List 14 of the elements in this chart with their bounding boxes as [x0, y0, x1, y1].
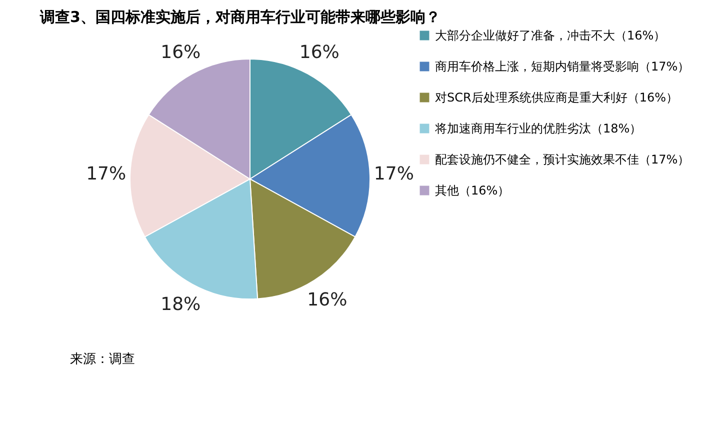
data-label: 16%	[307, 290, 348, 311]
legend-label: 大部分企业做好了准备，冲击不大（16%）	[435, 28, 666, 42]
legend-label: 其他（16%）	[435, 184, 510, 198]
source-note: 来源：调查	[70, 352, 135, 367]
chart-title: 调查3、国四标准实施后，对商用车行业可能带来哪些影响？	[39, 8, 440, 26]
legend-label: 配套设施仍不健全，预计实施效果不佳（17%）	[435, 152, 690, 166]
legend-label: 对SCR后处理系统供应商是重大利好（16%）	[435, 90, 678, 104]
data-label: 17%	[374, 163, 414, 184]
legend-label: 商用车价格上涨，短期内销量将受影响（17%）	[435, 60, 690, 74]
data-label: 16%	[299, 42, 340, 63]
data-label: 16%	[160, 42, 201, 63]
data-label: 17%	[86, 163, 126, 184]
legend-label: 将加速商用车行业的优胜劣汰（18%）	[434, 122, 642, 136]
data-label: 18%	[160, 294, 201, 316]
